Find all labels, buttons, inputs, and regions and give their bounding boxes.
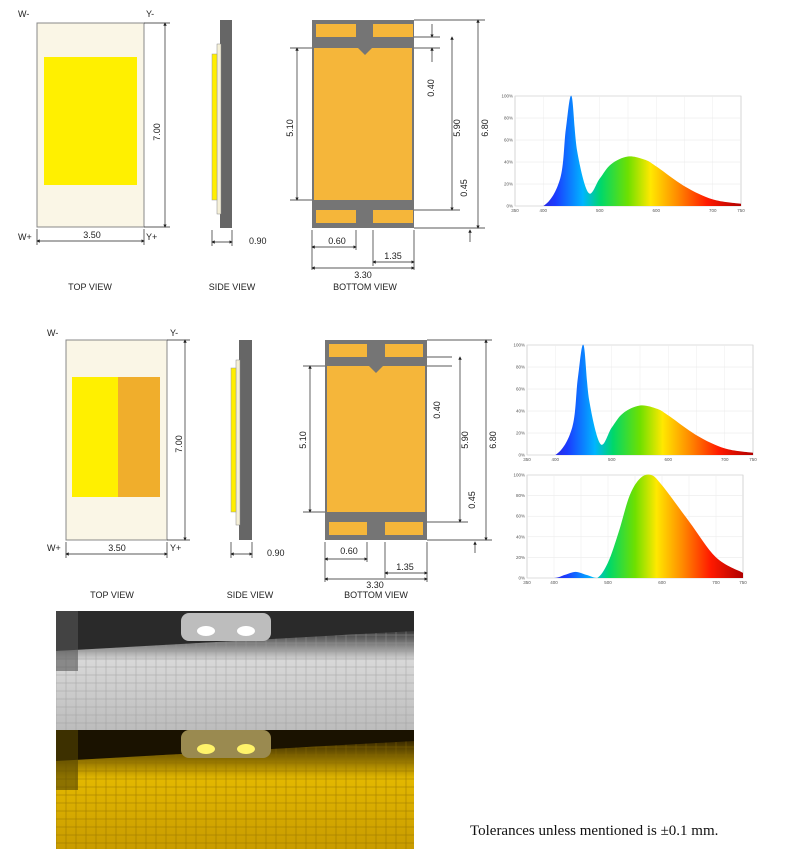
x-tick-label: 600 (664, 457, 672, 462)
x-tick-label: 500 (604, 580, 612, 585)
view-label-side: SIDE VIEW (227, 590, 274, 600)
pin-label-w-minus: W- (18, 9, 29, 19)
x-tick-label: 400 (551, 457, 559, 462)
side-view-phosphor (211, 53, 218, 201)
y-tick-label: 20% (516, 431, 525, 436)
pin-label-w-plus: W+ (47, 543, 61, 553)
x-tick-label: 400 (539, 208, 547, 213)
dim-body-width: 3.30 (366, 580, 384, 590)
view-label-bottom: BOTTOM VIEW (333, 282, 397, 292)
y-tick-label: 80% (504, 116, 513, 121)
dim-length: 7.00 (152, 123, 162, 141)
top-view-phosphor-yellow (118, 377, 160, 497)
dim-width: 3.50 (108, 543, 126, 553)
y-tick-label: 0% (506, 204, 513, 209)
y-tick-label: 0% (518, 453, 525, 458)
dim-total: 6.80 (488, 431, 498, 449)
dim-pad-width: 0.60 (340, 546, 358, 556)
x-tick-label: 350 (511, 208, 519, 213)
x-tick-label: 750 (749, 457, 757, 462)
y-tick-label: 40% (516, 409, 525, 414)
dim-pad-offset: 1.35 (396, 562, 414, 572)
x-tick-label: 400 (550, 580, 558, 585)
dim-gap: 0.40 (426, 79, 436, 97)
side-view-body (220, 20, 232, 228)
x-tick-label: 700 (709, 208, 717, 213)
spectrum-chart-1: 0% 20% 40% 60% 80% 100% 350 400 500 600 700 750 (501, 94, 745, 214)
view-label-top: TOP VIEW (68, 282, 112, 292)
dim-pad-offset: 1.35 (384, 251, 402, 261)
x-tick-label: 750 (737, 208, 745, 213)
x-tick-label: 350 (523, 457, 531, 462)
x-tick-label: 700 (712, 580, 720, 585)
dim-pad-span: 5.90 (452, 119, 462, 137)
y-tick-label: 100% (501, 94, 513, 99)
pin-label-y-plus: Y+ (170, 543, 181, 553)
y-tick-label: 60% (504, 138, 513, 143)
pin-label-w-plus: W+ (18, 232, 32, 242)
pin-label-y-minus: Y- (146, 9, 154, 19)
dim-body-width: 3.30 (354, 270, 372, 280)
spectrum-chart-2: 0% 20% 40% 60% 80% 100% 350 400 500 600 700 750 (513, 343, 757, 463)
dim-length: 7.00 (174, 435, 184, 453)
view-label-top: TOP VIEW (90, 590, 134, 600)
x-tick-label: 750 (739, 580, 747, 585)
spectrum-curve (527, 344, 753, 455)
dim-gap: 0.40 (432, 401, 442, 419)
y-tick-label: 20% (516, 555, 525, 560)
spectrum-chart-3: 0% 20% 40% 60% 80% 100% 350 400 500 600 700 750 (513, 473, 747, 586)
bottom-view-pad (327, 366, 425, 512)
dim-pad-length: 5.10 (298, 431, 308, 449)
x-tick-label: 700 (721, 457, 729, 462)
y-tick-label: 40% (504, 160, 513, 165)
dim-pad-width: 0.60 (328, 236, 346, 246)
dim-bottom-gap: 0.45 (467, 491, 477, 509)
y-tick-label: 60% (516, 387, 525, 392)
tolerance-note: Tolerances unless mentioned is ±0.1 mm. (470, 823, 719, 839)
y-tick-label: 0% (518, 576, 525, 581)
spectrum-curve (515, 95, 741, 206)
bottom-view-pad (314, 48, 412, 200)
set2-drawing: W- Y- 7.00 3.50 W+ Y+ TOP VIEW 0.90 SIDE… (47, 328, 498, 600)
x-tick-label: 600 (658, 580, 666, 585)
dim-total: 6.80 (480, 119, 490, 137)
road-lighting-photo (56, 611, 414, 849)
view-label-side: SIDE VIEW (209, 282, 256, 292)
x-tick-label: 350 (523, 580, 531, 585)
dim-width: 3.50 (83, 230, 101, 240)
road-photo-illustration (56, 611, 414, 849)
spectrum-curve (527, 474, 743, 578)
side-view-body (239, 340, 252, 540)
dim-bottom-gap: 0.45 (459, 179, 469, 197)
y-tick-label: 20% (504, 182, 513, 187)
pin-label-w-minus: W- (47, 328, 58, 338)
y-tick-label: 80% (516, 493, 525, 498)
y-tick-label: 80% (516, 365, 525, 370)
pin-label-y-plus: Y+ (146, 232, 157, 242)
x-tick-label: 600 (652, 208, 660, 213)
y-tick-label: 60% (516, 514, 525, 519)
dim-thickness: 0.90 (267, 548, 285, 558)
view-label-bottom: BOTTOM VIEW (344, 590, 408, 600)
y-tick-label: 100% (513, 343, 525, 348)
dim-pad-length: 5.10 (285, 119, 295, 137)
dim-thickness: 0.90 (249, 236, 267, 246)
x-tick-label: 500 (596, 208, 604, 213)
dim-pad-span: 5.90 (460, 431, 470, 449)
top-view-phosphor (44, 57, 137, 185)
top-view-phosphor-white (72, 377, 118, 497)
y-tick-label: 40% (516, 534, 525, 539)
set1-drawing: W- Y- 7.00 3.50 W+ Y+ TOP VIEW 0.90 SIDE… (18, 9, 490, 292)
x-tick-label: 500 (608, 457, 616, 462)
pin-label-y-minus: Y- (170, 328, 178, 338)
side-view-phosphor (230, 367, 237, 513)
y-tick-label: 100% (513, 473, 525, 478)
